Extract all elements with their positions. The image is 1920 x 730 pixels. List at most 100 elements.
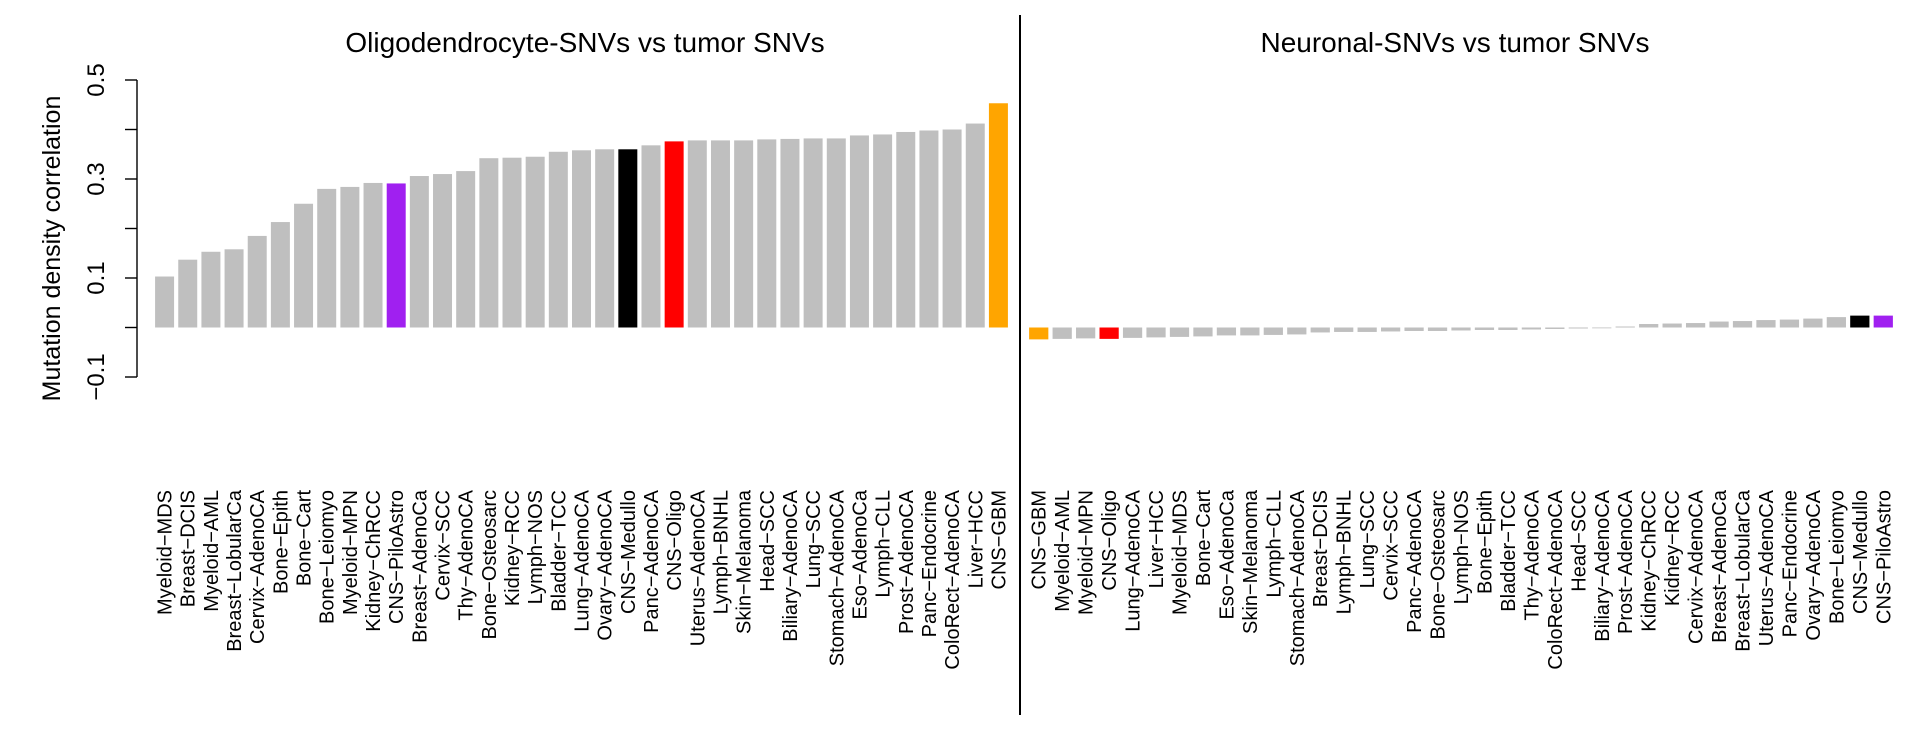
bar-oligo-lung-adenoca [572, 150, 591, 328]
x-tick-label-oligo: Bone−Leiomyo [317, 490, 339, 624]
bar-neuronal-cervix-adenoca [1685, 323, 1706, 328]
x-tick-label-oligo: Cervix−AdenoCA [247, 489, 269, 644]
y-tick-label: 0.5 [83, 63, 110, 96]
x-tick-label-oligo: Lymph−NOS [525, 490, 547, 604]
bar-oligo-panc-adenoca [641, 145, 661, 328]
bar-neuronal-myeloid-mpn [1076, 327, 1096, 339]
bar-neuronal-bladder-tcc [1498, 327, 1518, 330]
bar-oligo-colorect-adenoca [942, 129, 962, 328]
x-tick-label-oligo: Kidney−ChRCC [363, 490, 385, 632]
bar-oligo-panc-endocrine [919, 130, 939, 328]
bar-neuronal-lymph-bnhl [1334, 327, 1354, 332]
x-tick-label-neuronal: Lymph−CLL [1263, 490, 1285, 598]
bar-neuronal-head-scc [1568, 327, 1588, 329]
bar-neuronal-bone-leiomyo [1826, 317, 1846, 328]
bar-oligo-cervix-scc [433, 174, 453, 328]
bar-oligo-cns-gbm [988, 103, 1008, 328]
x-tick-label-oligo: Bone−Osteosarc [479, 490, 501, 640]
x-tick-label-oligo: ColoRect−AdenoCA [942, 489, 964, 669]
bar-oligo-uterus-adenoca [687, 140, 707, 328]
x-tick-label-neuronal: Head−SCC [1568, 490, 1590, 592]
x-tick-label-neuronal: ColoRect−AdenoCA [1545, 489, 1567, 669]
y-axis-label: Mutation density correlation [38, 96, 66, 402]
bar-oligo-lung-scc [803, 138, 823, 328]
axes-layer: −0.1 0.1 0.3 0.5 Mutation density correlatio… [38, 15, 1021, 715]
x-tick-label-neuronal: Cervix−SCC [1381, 490, 1403, 601]
bar-neuronal-thy-adenoca [1521, 327, 1541, 330]
bar-neuronal-kidney-rcc [1662, 323, 1682, 328]
bar-neuronal-skin-melanoma [1240, 327, 1260, 336]
bar-oligo-myeloid-mpn [340, 186, 360, 328]
x-tick-label-neuronal: Lymph−BNHL [1334, 490, 1356, 614]
x-tick-label-oligo: Stomach−AdenoCA [826, 489, 848, 666]
bar-oligo-eso-adenoca [849, 135, 869, 328]
bar-oligo-lymph-cll [873, 134, 893, 328]
bar-neuronal-bone-osteosarc [1427, 327, 1448, 331]
bar-oligo-bone-epith [270, 222, 290, 328]
x-tick-label-neuronal: Myeloid−AML [1052, 490, 1074, 612]
bar-oligo-kidney-rcc [502, 157, 522, 328]
x-tick-label-neuronal: Prost−AdenoCA [1615, 489, 1637, 634]
x-tick-label-neuronal: Bone−Epith [1474, 490, 1496, 594]
bar-neuronal-breast-dcis [1310, 327, 1330, 333]
x-tick-label-neuronal: Lung−AdenoCA [1123, 489, 1145, 631]
bar-oligo-breast-dcis [178, 259, 198, 328]
bar-neuronal-breast-lobularca [1732, 321, 1753, 328]
x-tick-label-oligo: Uterus−AdenoCA [687, 489, 709, 646]
bar-oligo-kidney-chrcc [363, 182, 383, 328]
x-tick-label-oligo: Biliary−AdenoCA [780, 489, 802, 641]
x-tick-label-oligo: Cervix−SCC [433, 490, 455, 601]
x-tick-label-oligo: Panc−Endocrine [919, 490, 941, 637]
bar-oligo-bladder-tcc [548, 151, 568, 328]
bar-oligo-biliary-adenoca [780, 138, 800, 328]
x-tick-label-neuronal: Stomach−AdenoCA [1287, 489, 1309, 666]
bar-neuronal-cns-gbm [1029, 327, 1049, 340]
bar-oligo-liver-hcc [965, 123, 985, 328]
x-tick-label-neuronal: Breast−AdenoCa [1709, 489, 1731, 643]
x-tick-label-neuronal: Bone−Osteosarc [1428, 490, 1450, 640]
x-tick-label-oligo: Lung−SCC [803, 490, 825, 588]
bar-neuronal-biliary-adenoca [1592, 327, 1612, 329]
x-tick-label-oligo: Bladder−TCC [548, 490, 570, 612]
y-tick-label: 0.1 [83, 261, 110, 294]
bar-neuronal-lung-scc [1357, 327, 1377, 332]
bar-oligo-myeloid-mds [155, 276, 175, 328]
x-tick-label-oligo: Ovary−AdenoCA [595, 489, 617, 640]
bar-neuronal-cns-oligo [1099, 327, 1119, 339]
bar-oligo-head-scc [757, 139, 777, 328]
x-tick-label-neuronal: Lymph−NOS [1451, 490, 1473, 604]
bar-oligo-cns-oligo [664, 141, 684, 328]
x-tick-label-neuronal: Bone−Cart [1193, 490, 1215, 587]
x-tick-label-oligo: Bone−Cart [294, 490, 316, 587]
x-tick-label-oligo: Breast−AdenoCa [409, 489, 431, 643]
panel-title-2: Neuronal-SNVs vs tumor SNVs [1260, 27, 1649, 58]
bar-neuronal-myeloid-mds [1169, 327, 1190, 337]
bar-oligo-prost-adenoca [896, 131, 916, 328]
bar-neuronal-liver-hcc [1146, 327, 1166, 338]
x-tick-label-neuronal: Uterus−AdenoCA [1756, 489, 1778, 646]
bar-neuronal-uterus-adenoca [1756, 320, 1776, 328]
x-tick-label-neuronal: Myeloid−MPN [1076, 490, 1098, 615]
x-tick-label-neuronal: Myeloid−MDS [1169, 490, 1191, 615]
x-tick-label-oligo: CNS−PiloAstro [386, 490, 408, 624]
bar-oligo-bone-cart [294, 203, 314, 328]
x-tick-label-oligo: Kidney−RCC [502, 490, 524, 606]
bar-neuronal-colorect-adenoca [1545, 327, 1565, 329]
y-tick-label: 0.3 [83, 162, 110, 195]
bar-neuronal-prost-adenoca [1615, 326, 1635, 328]
x-tick-label-oligo: Prost−AdenoCA [896, 489, 918, 634]
bar-oligo-cervix-adenoca [247, 235, 267, 328]
x-tick-label-oligo: Myeloid−AML [201, 490, 223, 612]
bar-neuronal-cns-piloastro [1873, 315, 1893, 328]
x-tick-label-oligo: CNS−GBM [988, 490, 1010, 589]
bar-neuronal-panc-adenoca [1404, 327, 1424, 331]
bar-neuronal-kidney-chrcc [1639, 324, 1659, 328]
bar-neuronal-panc-endocrine [1779, 319, 1800, 328]
x-tick-label-neuronal: Ovary−AdenoCA [1803, 489, 1825, 640]
x-tick-label-neuronal: Panc−AdenoCA [1404, 489, 1426, 633]
bar-neuronal-breast-adenoca [1709, 321, 1729, 328]
bar-neuronal-lymph-nos [1451, 327, 1471, 331]
x-tick-label-oligo: CNS−Oligo [664, 490, 686, 591]
x-tick-label-oligo: CNS−Medullo [618, 490, 640, 614]
